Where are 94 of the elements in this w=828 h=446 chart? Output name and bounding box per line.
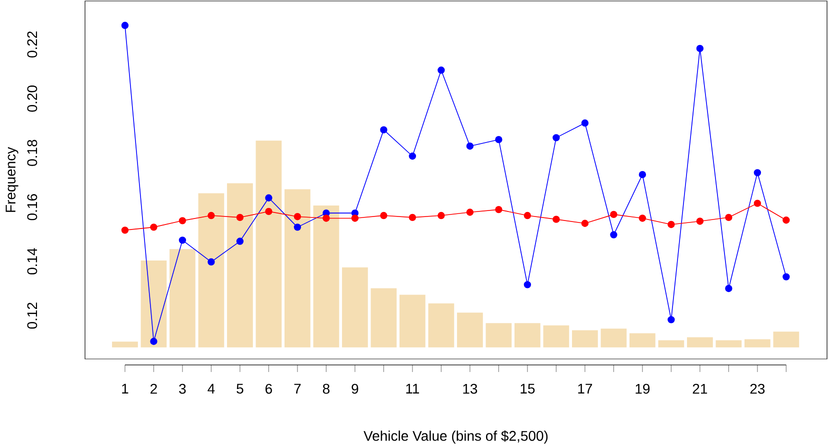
point xyxy=(121,22,129,29)
point xyxy=(610,231,618,238)
bar xyxy=(716,340,742,348)
bar xyxy=(370,288,397,348)
x-tick-label: 1 xyxy=(122,384,128,394)
point xyxy=(208,212,215,220)
point xyxy=(552,216,560,223)
point xyxy=(782,273,790,280)
bar xyxy=(773,332,800,348)
x-tick-label: 21 xyxy=(692,384,708,394)
point xyxy=(466,142,474,150)
point xyxy=(524,212,532,220)
point xyxy=(552,134,560,142)
bar xyxy=(543,325,570,348)
point xyxy=(581,119,589,127)
x-tick-label: 3 xyxy=(179,384,186,394)
point xyxy=(294,213,302,220)
bar xyxy=(284,189,310,348)
x-axis-title: Vehicle Value (bins of $2,500) xyxy=(364,430,548,444)
point xyxy=(150,338,158,345)
bar xyxy=(256,140,282,348)
bar xyxy=(686,337,713,348)
x-tick-label: 19 xyxy=(636,384,650,394)
bar xyxy=(572,330,598,348)
point xyxy=(380,126,388,134)
point xyxy=(380,212,388,220)
bar xyxy=(630,333,656,348)
point xyxy=(610,210,618,218)
x-tick-label: 9 xyxy=(352,384,358,394)
point xyxy=(265,194,272,202)
point xyxy=(696,44,704,52)
point xyxy=(236,238,244,245)
point xyxy=(668,316,675,324)
point xyxy=(725,284,732,292)
y-tick-label: 0.22 xyxy=(27,31,38,58)
x-tick-label: 15 xyxy=(520,384,535,394)
bar xyxy=(514,323,540,348)
bar xyxy=(457,312,483,348)
x-tick-label: 7 xyxy=(294,384,301,394)
point xyxy=(178,217,186,224)
y-tick-label: 0.12 xyxy=(27,302,38,329)
x-tick-label: 6 xyxy=(266,384,272,394)
point xyxy=(782,216,790,224)
bar xyxy=(744,339,770,348)
x-tick-label: 23 xyxy=(750,384,765,394)
point xyxy=(265,208,272,216)
y-tick-label: 0.20 xyxy=(27,86,38,112)
bar xyxy=(313,205,340,348)
bar xyxy=(140,260,167,348)
x-tick-label: 8 xyxy=(322,384,330,394)
point xyxy=(178,236,186,244)
point xyxy=(725,214,732,222)
x-tick-label: 13 xyxy=(463,384,478,394)
point xyxy=(408,214,416,222)
point xyxy=(121,226,129,234)
bar xyxy=(112,342,138,348)
point xyxy=(466,208,474,216)
bar xyxy=(600,328,627,348)
y-tick-label: 0.16 xyxy=(27,194,38,220)
point xyxy=(495,206,502,214)
point xyxy=(638,214,646,222)
point xyxy=(581,220,589,227)
point xyxy=(322,214,330,222)
x-tick-label: 2 xyxy=(150,384,157,394)
point xyxy=(438,212,445,220)
bar xyxy=(658,340,684,348)
x-tick-label: 17 xyxy=(578,384,592,394)
point xyxy=(754,200,762,207)
bar xyxy=(400,294,426,348)
point xyxy=(696,218,704,225)
point xyxy=(150,224,158,231)
bar xyxy=(428,303,454,348)
x-tick-label: 5 xyxy=(236,384,244,394)
point xyxy=(208,258,215,266)
y-tick-label: 0.18 xyxy=(27,140,38,166)
x-tick-label: 4 xyxy=(208,384,215,394)
y-tick-label: 0.14 xyxy=(27,248,38,274)
bar xyxy=(170,249,196,348)
point xyxy=(408,152,416,160)
point xyxy=(668,220,675,228)
y-axis-title: Frequency xyxy=(6,146,18,212)
point xyxy=(638,170,646,178)
bar xyxy=(198,193,224,348)
point xyxy=(524,281,532,288)
point xyxy=(236,214,244,222)
point xyxy=(294,224,302,231)
bar xyxy=(227,183,253,348)
bar xyxy=(486,323,512,348)
bar xyxy=(342,267,368,348)
point xyxy=(495,136,502,144)
point xyxy=(754,169,762,176)
point xyxy=(351,214,359,222)
point xyxy=(438,66,445,74)
x-tick-label: 11 xyxy=(406,384,420,394)
